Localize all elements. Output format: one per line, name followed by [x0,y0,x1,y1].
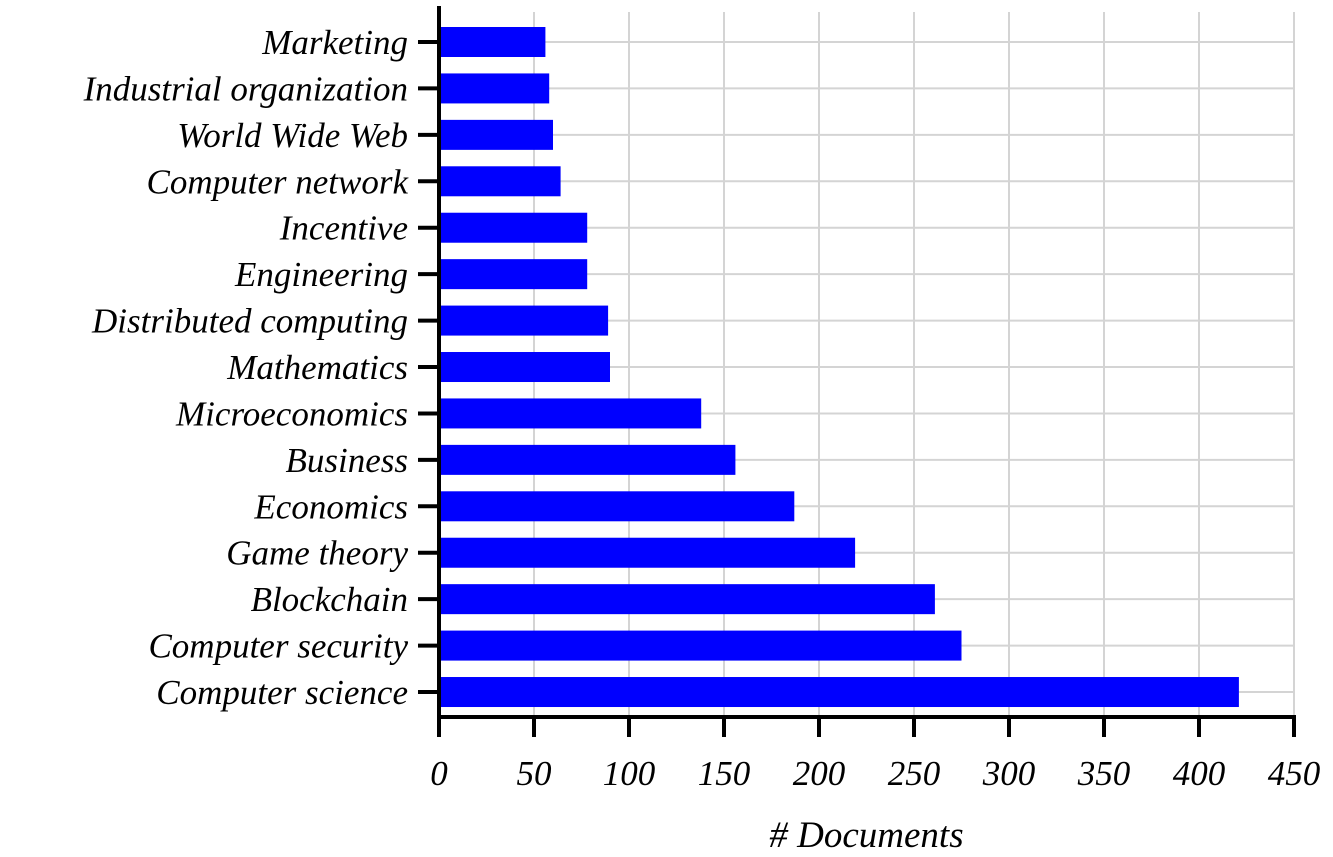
x-tick-label: 50 [517,754,553,793]
bar-marketing [439,27,546,57]
y-tick-label: Microeconomics [175,394,408,433]
y-tick-label: Computer security [148,627,408,666]
y-tick-label: Marketing [261,23,408,62]
y-tick-label: Business [286,441,409,480]
bar-game-theory [439,537,856,568]
x-tick-label: 200 [793,754,846,793]
bars [439,27,1239,708]
bar-computer-science [439,677,1239,708]
bar-incentive [439,212,588,243]
y-tick-label: Industrial organization [83,69,408,108]
bar-microeconomics [439,398,702,429]
x-tick-label: 400 [1173,754,1226,793]
y-tick-label: Distributed computing [91,302,408,341]
y-tick-label: Incentive [279,209,408,248]
bar-engineering [439,259,588,290]
x-tick-label: 100 [603,754,656,793]
bar-computer-network [439,166,561,197]
y-tick-label: Computer network [146,162,409,201]
bar-business [439,444,736,475]
y-tick-label: World Wide Web [177,116,408,155]
bar-world-wide-web [439,119,553,150]
x-tick-label: 150 [698,754,751,793]
x-axis-title: # Documents [769,815,963,856]
y-axis-ticks: Marketing Industrial organization World Wi… [83,23,439,712]
bar-distributed-computing [439,305,609,336]
x-tick-label: 450 [1268,754,1321,793]
bar-computer-security [439,630,962,661]
bar-blockchain [439,584,935,615]
y-tick-label: Economics [253,487,408,526]
x-tick-label: 300 [982,754,1036,793]
x-tick-label: 0 [430,754,448,793]
bar-economics [439,491,795,522]
x-tick-label: 350 [1077,754,1131,793]
y-tick-label: Blockchain [251,580,408,619]
y-tick-label: Engineering [234,255,408,294]
x-axis-ticks: 0 50 100 150 200 250 300 350 400 450 [430,717,1321,793]
y-tick-label: Computer science [156,673,408,712]
bar-mathematics [439,352,610,383]
bar-industrial-organization [439,73,550,104]
y-tick-label: Mathematics [226,348,408,387]
x-tick-label: 250 [888,754,941,793]
y-tick-label: Game theory [226,534,408,573]
